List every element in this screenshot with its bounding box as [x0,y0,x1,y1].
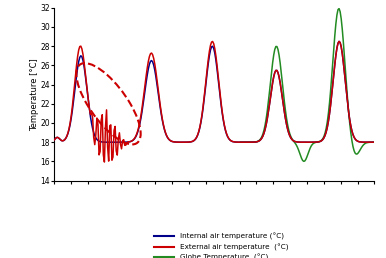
Y-axis label: Temperature [°C]: Temperature [°C] [30,58,39,131]
Legend: Internal air temperature (°C), External air temperature  (°C), Globe Temperature: Internal air temperature (°C), External … [154,233,288,258]
